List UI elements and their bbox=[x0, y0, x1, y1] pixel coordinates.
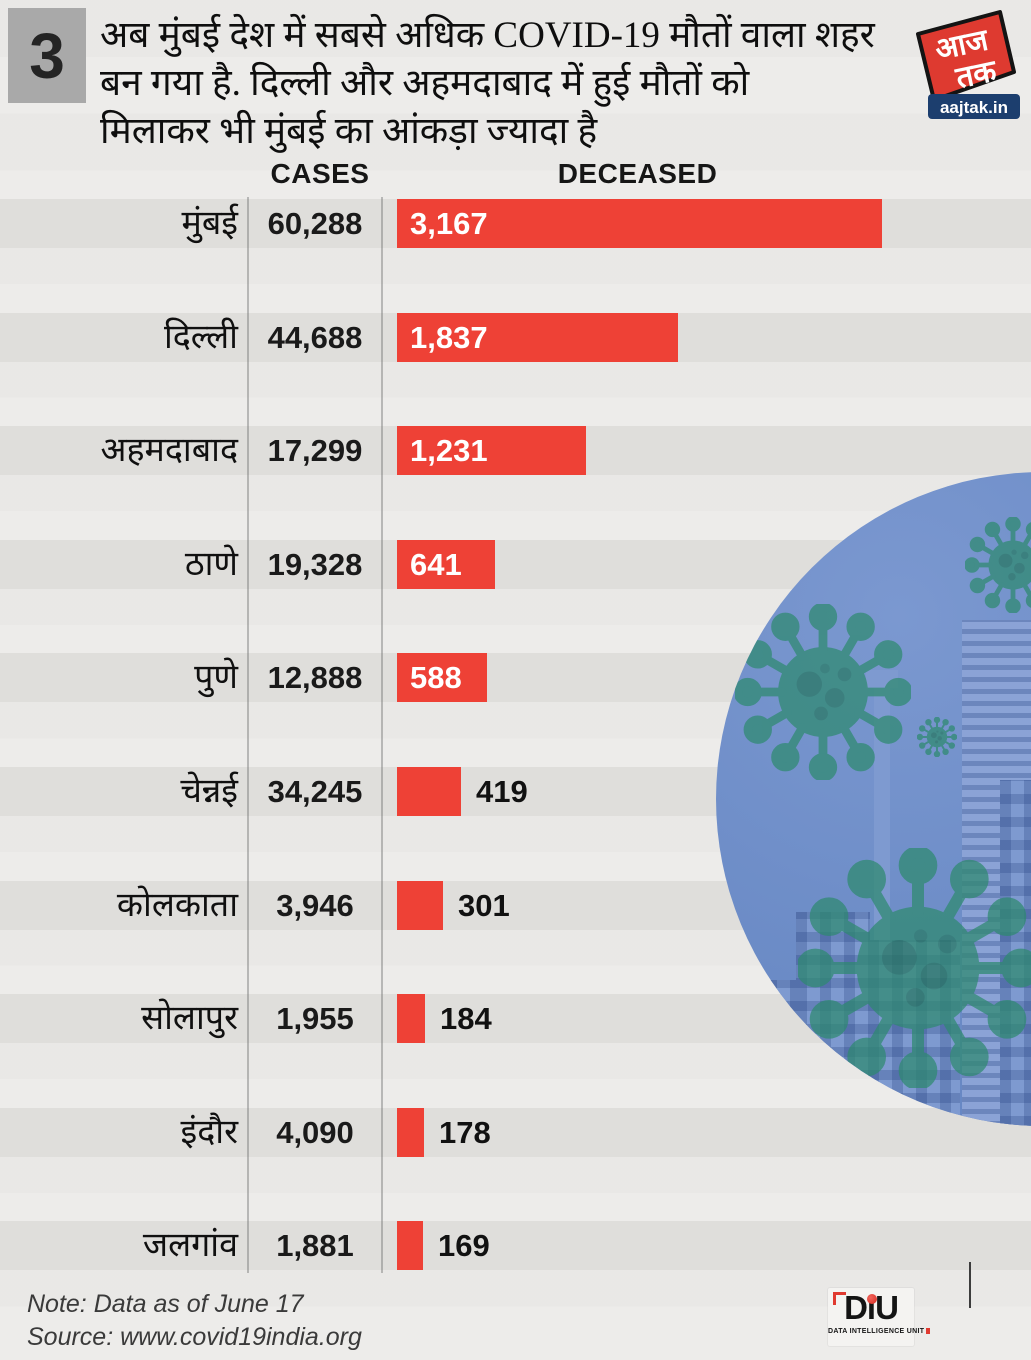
deceased-value-label: 1,231 bbox=[410, 433, 488, 469]
cases-value: 34,245 bbox=[267, 774, 363, 809]
deceased-bar: 1,231 bbox=[397, 426, 586, 476]
city-label: मुंबई bbox=[181, 205, 238, 242]
source-line: Source: www.covid19india.org bbox=[27, 1323, 362, 1351]
city-label: पुणे bbox=[194, 659, 238, 697]
cases-value: 17,299 bbox=[267, 433, 363, 469]
slide-number-badge: 3 bbox=[8, 8, 86, 103]
virus-icon bbox=[798, 848, 1031, 1088]
deceased-bar: 178 bbox=[397, 1107, 491, 1157]
cases-value: 1,881 bbox=[276, 1228, 354, 1264]
background-circle-illustration bbox=[716, 472, 1031, 1126]
deceased-bar: 184 bbox=[397, 994, 492, 1044]
decorative-tick-line bbox=[969, 1262, 971, 1308]
deceased-bar: 301 bbox=[397, 880, 510, 930]
title-line-3: मिलाकर भी मुंबई का आंकड़ा ज्यादा है bbox=[100, 111, 598, 152]
deceased-value-label: 178 bbox=[439, 1114, 491, 1150]
diu-logo: DiU DATA INTELLIGENCE UNIT bbox=[828, 1288, 931, 1346]
table-row: दिल्ली 44,688 1,837 bbox=[0, 312, 1031, 362]
aajtak-logo-shape bbox=[916, 10, 1016, 102]
row-band bbox=[0, 1221, 1031, 1271]
city-label: ठाणे bbox=[184, 545, 238, 583]
footnote: Note: Data as of June 17 Source: www.cov… bbox=[27, 1288, 362, 1354]
city-label: जलगांव bbox=[142, 1227, 238, 1265]
diu-virus-dot-icon bbox=[867, 1294, 877, 1304]
deceased-bar: 419 bbox=[397, 767, 528, 816]
deceased-bar: 641 bbox=[397, 539, 495, 589]
title-line-2: बन गया है. दिल्ली और अहमदाबाद में हुई मौ… bbox=[100, 63, 750, 104]
column-divider-line bbox=[381, 197, 383, 1273]
deceased-value-label: 1,837 bbox=[410, 319, 488, 355]
deceased-bar: 169 bbox=[397, 1221, 490, 1271]
table-row: मुंबई 60,288 3,167 bbox=[0, 199, 1031, 248]
deceased-value-label: 641 bbox=[410, 546, 462, 582]
cases-value: 60,288 bbox=[267, 206, 363, 241]
deceased-bar: 1,837 bbox=[397, 312, 678, 362]
city-label: चेन्नई bbox=[180, 773, 238, 810]
table-row: अहमदाबाद 17,299 1,231 bbox=[0, 426, 1031, 476]
slide-number: 3 bbox=[29, 19, 65, 92]
deceased-value-label: 184 bbox=[440, 1001, 492, 1037]
city-label: सोलापुर bbox=[141, 1000, 238, 1038]
deceased-bar: 588 bbox=[397, 653, 487, 703]
cases-value: 4,090 bbox=[276, 1114, 354, 1150]
column-divider-line bbox=[247, 197, 249, 1273]
deceased-bar: 3,167 bbox=[397, 199, 882, 248]
cases-value: 12,888 bbox=[267, 660, 363, 696]
diu-subtitle: DATA INTELLIGENCE UNIT bbox=[828, 1328, 931, 1335]
building-illustration bbox=[718, 980, 796, 1126]
cases-value: 19,328 bbox=[267, 546, 363, 582]
deceased-value-label: 588 bbox=[410, 660, 462, 696]
cases-value: 44,688 bbox=[267, 319, 363, 355]
virus-icon bbox=[917, 717, 957, 757]
aajtak-banner bbox=[928, 94, 1020, 119]
deceased-value-label: 301 bbox=[458, 887, 510, 923]
diu-corner-mark bbox=[833, 1292, 846, 1305]
aajtak-site-label: aajtak.in bbox=[940, 98, 1008, 117]
title-line-1: अब मुंबई देश में सबसे अधिक COVID-19 मौतो… bbox=[100, 15, 875, 56]
note-line: Note: Data as of June 17 bbox=[27, 1290, 304, 1318]
virus-icon bbox=[965, 517, 1031, 613]
table-row: जलगांव 1,881 169 bbox=[0, 1221, 1031, 1271]
city-label: इंदौर bbox=[180, 1113, 238, 1151]
deceased-value-label: 169 bbox=[438, 1228, 490, 1264]
column-header-deceased: DECEASED bbox=[557, 158, 718, 189]
page-title: अब मुंबई देश में सबसे अधिक COVID-19 मौतो… bbox=[100, 12, 920, 156]
cases-value: 1,955 bbox=[276, 1001, 354, 1037]
aajtak-logo: आज तक aajtak.in bbox=[916, 10, 1020, 119]
deceased-value-label: 419 bbox=[476, 774, 528, 809]
city-label: अहमदाबाद bbox=[100, 432, 239, 470]
diu-red-accent bbox=[926, 1328, 931, 1335]
deceased-value-label: 3,167 bbox=[410, 206, 488, 241]
virus-icon bbox=[735, 604, 911, 780]
city-label: कोलकाता bbox=[116, 886, 238, 924]
city-label: दिल्ली bbox=[163, 318, 238, 356]
column-header-cases: CASES bbox=[270, 158, 370, 189]
cases-value: 3,946 bbox=[276, 887, 354, 923]
